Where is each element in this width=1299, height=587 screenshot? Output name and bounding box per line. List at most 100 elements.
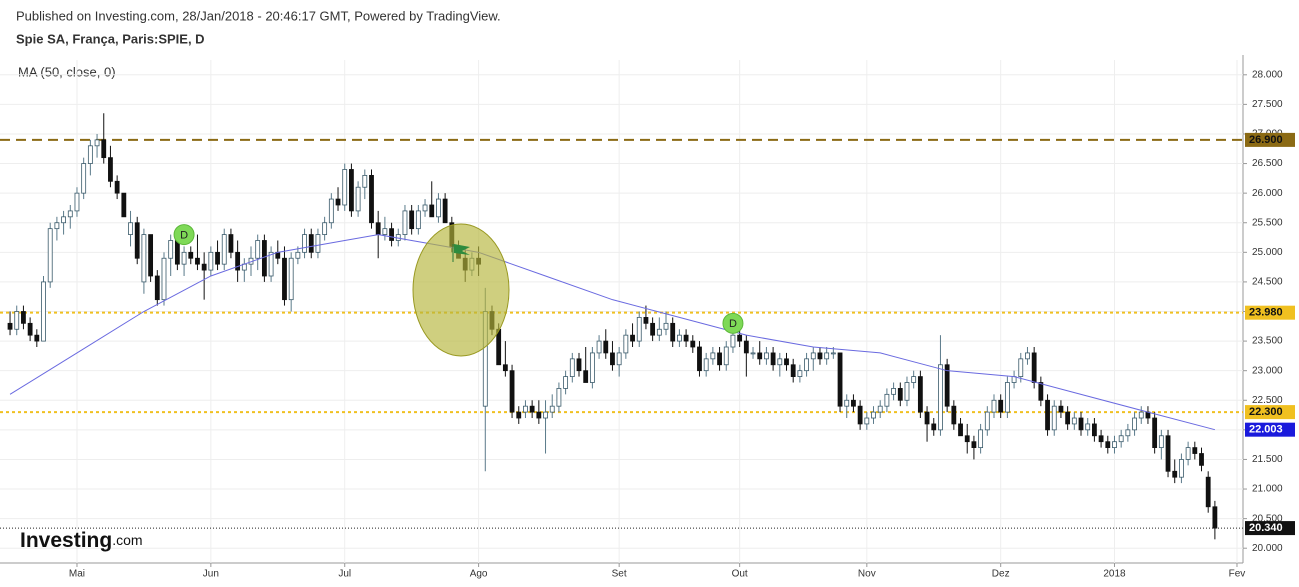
level-label-box — [1245, 305, 1295, 320]
candle-body — [837, 352, 843, 407]
candle-body — [436, 198, 441, 218]
candle-body — [1078, 417, 1084, 431]
candle-body — [891, 388, 897, 395]
candle-body — [442, 198, 448, 224]
candle-body — [703, 358, 709, 372]
candle-body — [824, 352, 830, 360]
x-tick-label: Mai — [69, 569, 85, 580]
candle-body — [998, 399, 1004, 413]
candle-body — [723, 346, 729, 366]
candle-body — [282, 257, 287, 301]
y-tick-label: 21.000 — [1252, 484, 1283, 495]
candle-body — [864, 417, 870, 425]
candle-body — [770, 352, 776, 366]
candle-body — [362, 174, 368, 188]
candle-body — [917, 376, 923, 413]
candle-body — [496, 328, 502, 366]
y-tick-label: 23.500 — [1252, 336, 1283, 347]
candle-body — [710, 352, 716, 360]
candle-body — [168, 240, 174, 259]
candle-body — [777, 358, 783, 366]
candle-body — [857, 405, 863, 425]
published: Published on Investing.com, 28/Jan/2018 … — [16, 8, 501, 23]
candle-body — [261, 240, 267, 277]
candle-body — [931, 423, 937, 431]
candle-body — [529, 405, 535, 413]
overlay: 26.900 23.980 22.300 22.003 20.340 D D — [173, 132, 1295, 536]
candle-body — [730, 334, 736, 348]
candle-body — [1004, 382, 1010, 413]
candle-body — [1045, 399, 1050, 431]
x-tick-label: Nov — [858, 569, 876, 580]
candle-body — [603, 340, 609, 354]
candle-body — [1165, 435, 1171, 472]
candle-body — [174, 240, 180, 265]
candle-body — [1065, 411, 1071, 425]
candle-body — [21, 311, 26, 324]
candle-body — [1138, 411, 1144, 419]
candle-body — [415, 210, 421, 230]
candle-body — [1051, 405, 1057, 431]
candle-body — [322, 222, 328, 235]
candle-body — [268, 251, 274, 277]
candle-body — [536, 411, 542, 419]
candle-body — [328, 198, 334, 224]
candle-body — [1125, 429, 1131, 437]
candle-body — [884, 393, 890, 407]
y-tick-label: 28.000 — [1252, 69, 1283, 80]
last-label-box — [1245, 521, 1295, 536]
candle-body — [877, 405, 883, 413]
candle-body — [509, 370, 515, 413]
candle-body — [804, 358, 809, 372]
candle-body — [924, 411, 930, 425]
candle-body — [154, 275, 160, 301]
y-tick-label: 23.000 — [1252, 365, 1283, 376]
symbol: Spie SA, França, Paris:SPIE, D — [16, 31, 205, 46]
candle-body — [978, 429, 984, 449]
candle-body — [1038, 382, 1044, 401]
y-tick-label: 22.500 — [1252, 395, 1283, 406]
candle-body — [830, 352, 836, 355]
y-tick-label: 25.000 — [1252, 247, 1283, 258]
candle-body — [302, 234, 307, 253]
candle-body — [67, 210, 73, 218]
candle-body — [1071, 417, 1077, 425]
candle-body — [911, 376, 917, 383]
candle-body — [355, 186, 361, 212]
highlight-ellipse — [412, 223, 510, 357]
candle-body — [944, 364, 950, 407]
candle-body — [1185, 447, 1191, 460]
candle-body — [569, 358, 575, 377]
candle-body — [335, 198, 341, 206]
candle-body — [938, 364, 943, 431]
candle-body — [810, 352, 816, 360]
x-tick-label: Fev — [1229, 569, 1246, 580]
candle-body — [750, 352, 756, 355]
candle-body — [74, 192, 80, 212]
candle-body — [636, 317, 642, 342]
dividend-marker — [173, 224, 195, 246]
plot: 20.00020.50021.00021.50022.00022.50023.0… — [0, 55, 1283, 580]
candle-body — [784, 358, 789, 366]
y-tick-label: 25.500 — [1252, 217, 1283, 228]
x-tick-label: Dez — [992, 569, 1010, 580]
level-label: 26.900 — [1249, 134, 1283, 146]
candle-body — [81, 163, 87, 194]
candle-body — [549, 405, 555, 413]
x-tick-label: Set — [612, 569, 627, 580]
last-label: 20.340 — [1249, 522, 1283, 534]
candle-body — [188, 251, 194, 259]
candle-body — [422, 204, 428, 212]
candle-body — [964, 435, 970, 443]
candle-body — [583, 370, 589, 383]
ma-label: 22.003 — [1249, 424, 1283, 436]
candle-body — [141, 234, 147, 283]
candle-body — [1199, 453, 1204, 466]
ma-line — [9, 234, 1216, 431]
candle-body — [1158, 435, 1164, 449]
candle-body — [844, 399, 850, 407]
candle-body — [1105, 441, 1111, 449]
candle-body — [201, 263, 207, 271]
candle-body — [208, 251, 214, 271]
